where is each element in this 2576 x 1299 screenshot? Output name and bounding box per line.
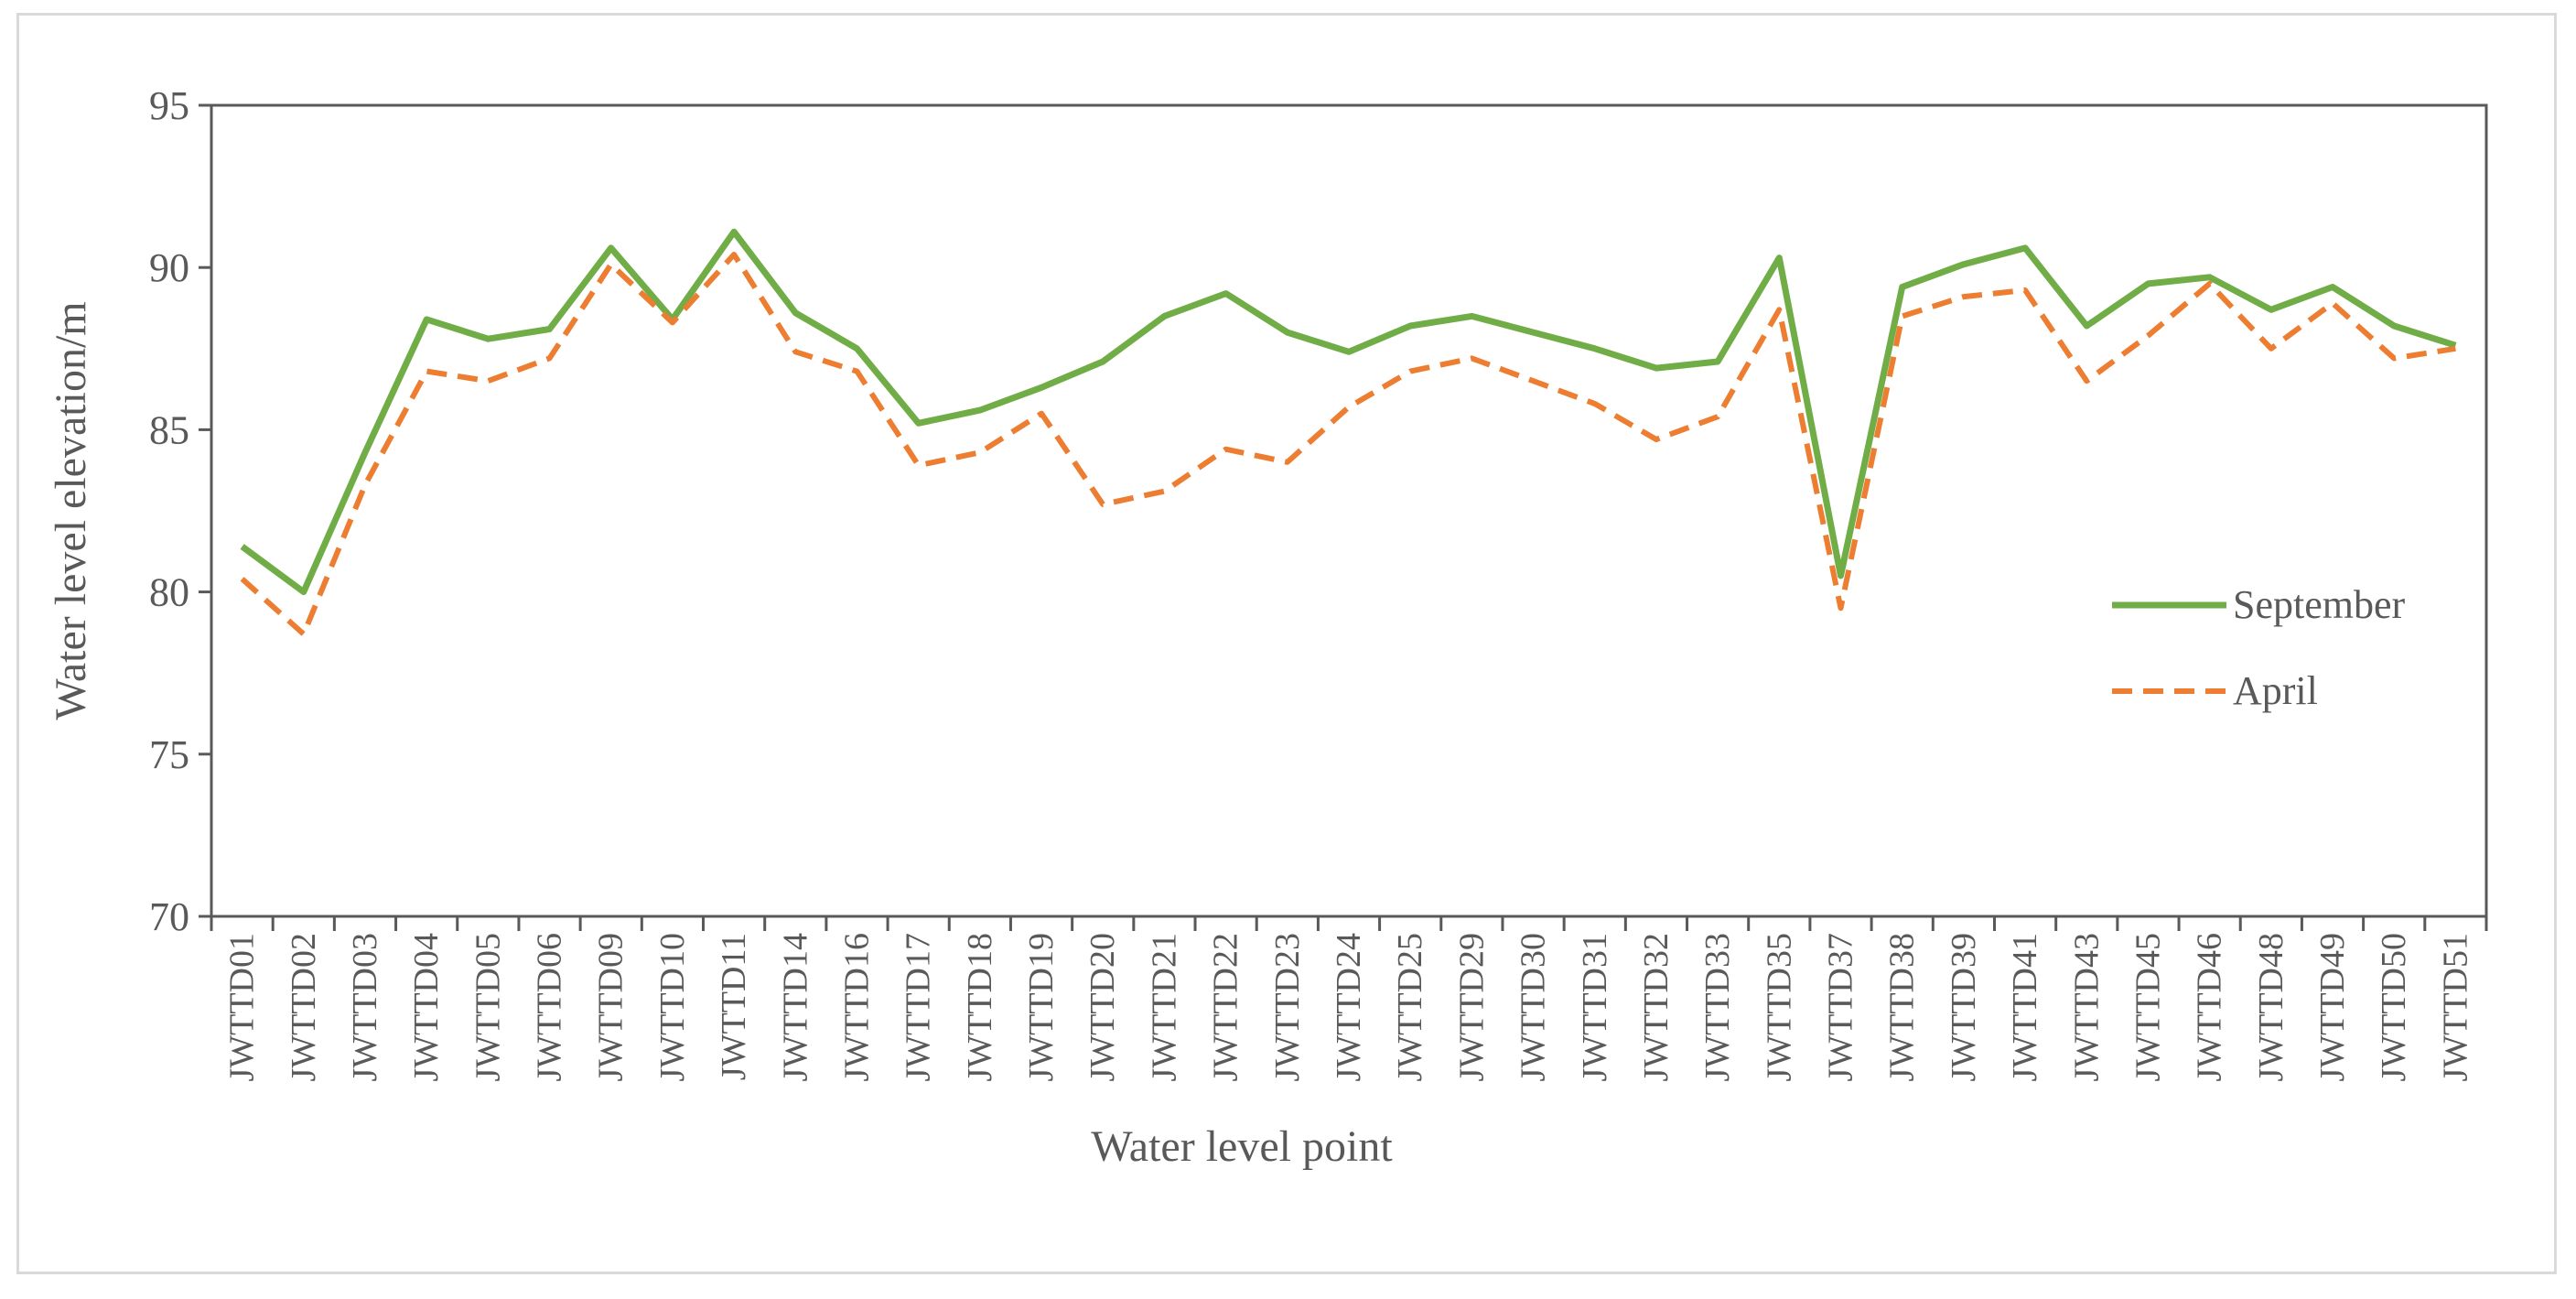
x-tick-label: JWTTD06 (531, 933, 569, 1082)
chart-frame: 70 75 80 85 90 95 JWTTD01 JWTTD02 JWTTD03 JWTTD0… (16, 13, 2557, 1274)
x-tick-label: JWTTD49 (2313, 933, 2352, 1082)
y-tick-label: 75 (149, 732, 189, 777)
x-tick-label: JWTTD43 (2067, 933, 2106, 1082)
x-tick-label: JWTTD21 (1145, 933, 1183, 1082)
x-tick-label: JWTTD31 (1576, 933, 1614, 1082)
x-tick-label: JWTTD46 (2191, 933, 2229, 1082)
x-tick-label: JWTTD50 (2375, 933, 2413, 1082)
x-tick-label: JWTTD32 (1637, 933, 1676, 1082)
x-tick-label: JWTTD01 (223, 933, 262, 1082)
y-tick-label: 95 (149, 83, 189, 128)
x-tick-label: JWTTD45 (2129, 933, 2167, 1082)
x-tick-label: JWTTD20 (1083, 933, 1122, 1082)
x-axis-title: Water level point (1091, 1122, 1393, 1171)
x-tick-label: JWTTD03 (346, 933, 384, 1082)
plot-area (210, 103, 2488, 918)
x-tick-label: JWTTD35 (1760, 933, 1798, 1082)
x-tick-label: JWTTD29 (1452, 933, 1491, 1082)
x-tick-label: JWTTD48 (2252, 933, 2290, 1082)
y-tick-label: 70 (149, 894, 189, 939)
y-tick-label: 80 (149, 570, 189, 615)
x-tick-label: JWTTD18 (961, 933, 999, 1082)
legend-label-april: April (2233, 668, 2318, 713)
x-tick-label: JWTTD37 (1822, 933, 1860, 1082)
y-axis-title: Water level elevation/m (47, 301, 95, 720)
x-tick-label: JWTTD33 (1698, 933, 1737, 1082)
x-tick-label: JWTTD04 (407, 933, 446, 1082)
x-tick-label: JWTTD25 (1391, 933, 1429, 1082)
x-tick-label: JWTTD10 (653, 933, 692, 1082)
y-tick-label: 90 (149, 245, 189, 290)
x-tick-label: JWTTD22 (1207, 933, 1245, 1082)
x-tick-label: JWTTD11 (715, 933, 753, 1080)
x-tick-label: JWTTD02 (285, 933, 323, 1082)
x-tick-label: JWTTD51 (2436, 933, 2474, 1082)
x-tick-label: JWTTD09 (592, 933, 631, 1082)
x-tick-label: JWTTD17 (900, 933, 938, 1082)
legend-label-september: September (2233, 582, 2406, 627)
x-tick-label: JWTTD41 (2006, 933, 2044, 1082)
y-tick-label: 85 (149, 407, 189, 452)
x-tick-label: JWTTD23 (1268, 933, 1307, 1082)
x-tick-label: JWTTD38 (1883, 933, 1922, 1082)
line-chart: 70 75 80 85 90 95 JWTTD01 JWTTD02 JWTTD03 JWTTD0… (47, 83, 2488, 1171)
x-tick-label: JWTTD19 (1022, 933, 1061, 1082)
x-tick-label: JWTTD16 (837, 933, 876, 1082)
x-tick-label: JWTTD24 (1330, 933, 1368, 1082)
x-tick-label: JWTTD30 (1514, 933, 1553, 1082)
x-tick-label: JWTTD14 (776, 933, 814, 1082)
x-tick-label: JWTTD05 (469, 933, 507, 1082)
x-tick-label: JWTTD39 (1945, 933, 1983, 1082)
